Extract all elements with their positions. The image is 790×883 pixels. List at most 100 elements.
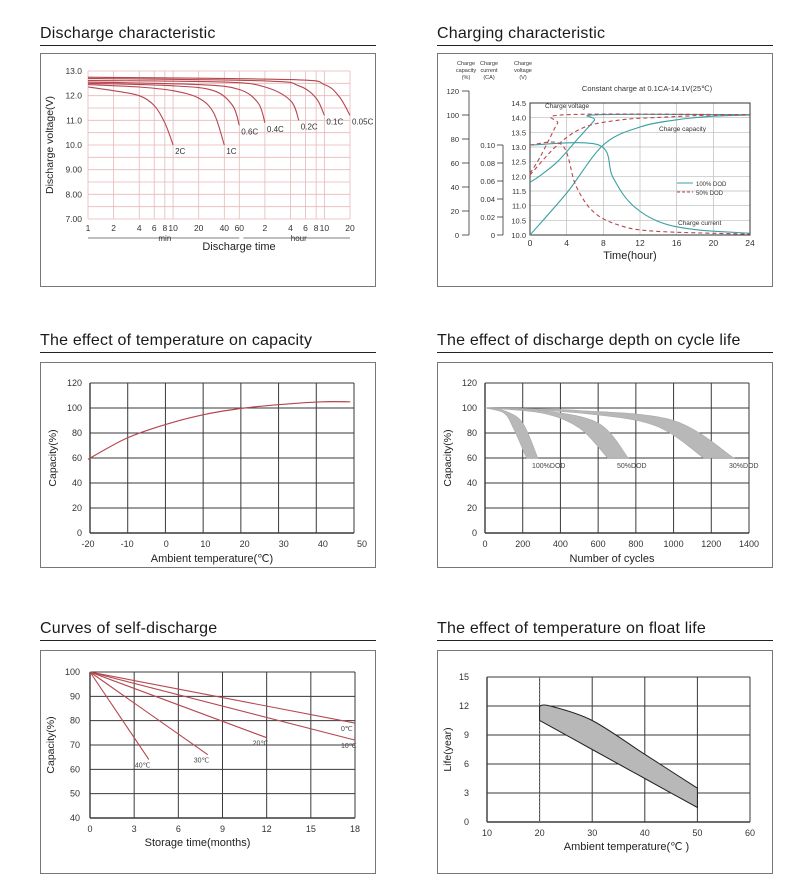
- axis-header: (%): [462, 75, 471, 81]
- current-tick-label: 0.02: [480, 213, 495, 222]
- y-tick-label: 20: [72, 503, 82, 513]
- band-label: 50%DOD: [617, 463, 647, 470]
- series-label: 30℃: [194, 758, 210, 765]
- y-tick-label: 60: [467, 453, 477, 463]
- x-axis-title: Number of cycles: [570, 553, 655, 565]
- current-tick-label: 0: [491, 231, 495, 240]
- curve-label: 1C: [226, 147, 236, 156]
- x-tick-label: 0: [528, 238, 533, 248]
- y-tick-label: 80: [467, 428, 477, 438]
- axis-header: Charge: [457, 61, 475, 67]
- title-underline: [437, 640, 773, 641]
- curve-label-capacity: Charge capacity: [659, 126, 707, 133]
- panel-self-discharge: Curves of self-discharge 0℃ 10℃ 20℃ 30℃ 40℃ 4…: [40, 620, 380, 874]
- x-tick-label: 2: [263, 223, 268, 233]
- x-tick-label: 30: [279, 539, 289, 549]
- voltage-tick-label: 11.0: [512, 202, 526, 211]
- capacity-tick-label: 0: [455, 231, 459, 240]
- y-axis-title: Capacity(%): [45, 716, 57, 773]
- y-tick-label: 11.0: [66, 115, 82, 125]
- title-underline: [40, 45, 376, 46]
- y-tick-label: 120: [67, 378, 82, 388]
- y-tick-label: 80: [72, 428, 82, 438]
- y-tick-label: 0: [77, 528, 82, 538]
- discharge-curve-0.4C: [87, 81, 266, 123]
- y-tick-label: 40: [467, 478, 477, 488]
- charging-curve-capacity: [529, 114, 751, 236]
- band-label: 30%DOD: [729, 463, 759, 470]
- x-axis-title: Ambient temperature(℃ ): [564, 841, 689, 853]
- x-tick-label: 10: [200, 539, 210, 549]
- x-tick-label: 10: [168, 223, 178, 233]
- x-tick-label: 1400: [739, 539, 759, 549]
- panel-title: The effect of discharge depth on cycle l…: [437, 332, 741, 349]
- unit-label-hour: hour: [291, 234, 307, 243]
- x-tick-label: 16: [672, 238, 682, 248]
- y-axis-title: Capacity(%): [442, 429, 454, 486]
- plot-area-border: [529, 102, 751, 236]
- capacity-tick-label: 20: [451, 207, 459, 216]
- chart-frame: [437, 53, 773, 287]
- cycle-band-30%DOD: [484, 407, 735, 459]
- legend-label: 50% DOD: [696, 191, 724, 197]
- y-tick-label: 3: [464, 788, 469, 798]
- voltage-tick-label: 12.5: [511, 158, 526, 167]
- axis-header: capacity: [456, 68, 476, 74]
- x-axis-title: Time(hour): [603, 250, 656, 262]
- x-tick-label: -10: [121, 539, 134, 549]
- x-tick-label: 50: [692, 828, 702, 838]
- band-label: 100%DOD: [532, 463, 565, 470]
- x-tick-label: 3: [132, 824, 137, 834]
- x-axis-title: Storage time(months): [145, 837, 251, 849]
- axis-header: voltage: [514, 68, 532, 74]
- capacity-curve: [87, 400, 351, 460]
- y-tick-label: 60: [72, 453, 82, 463]
- x-tick-label: 6: [176, 824, 181, 834]
- self-discharge-line-20℃: [89, 671, 267, 739]
- x-tick-label: 1000: [664, 539, 684, 549]
- charging-curve-voltage: [529, 113, 751, 174]
- curve-label: 0.05C: [352, 117, 374, 126]
- y-tick-label: 80: [70, 716, 80, 726]
- discharge-curve-1C: [87, 84, 225, 146]
- voltage-tick-label: 13.5: [511, 128, 526, 137]
- chart-annotation: Constant charge at 0.1CA-14.1V(25℃): [582, 84, 713, 93]
- x-tick-label: 2: [111, 223, 116, 233]
- current-tick-label: 0.04: [480, 195, 495, 204]
- axis-header: Charge: [480, 61, 498, 67]
- capacity-tick-label: 80: [451, 135, 459, 144]
- title-underline: [40, 352, 376, 353]
- x-tick-label: 18: [350, 824, 360, 834]
- series-label: 0℃: [341, 726, 353, 733]
- x-tick-label: 12: [262, 824, 272, 834]
- x-tick-label: 0: [87, 824, 92, 834]
- panel-title: Discharge characteristic: [40, 25, 216, 42]
- y-tick-label: 12.0: [65, 91, 82, 101]
- discharge-curve-0.1C: [87, 77, 325, 116]
- y-tick-label: 100: [462, 403, 477, 413]
- temp-capacity-chart: 0 20 40 60 80 100 120 -20 -10 0 10 20 30 40 50 Ambient …: [47, 378, 367, 565]
- chart-frame: [437, 650, 773, 874]
- panel-dod-cycle: The effect of discharge depth on cycle l…: [437, 332, 777, 572]
- x-axis-title: Ambient temperature(℃): [151, 553, 273, 565]
- y-tick-label: 7.00: [65, 214, 82, 224]
- discharge-curve-0.6C: [87, 82, 240, 126]
- series-label: 40℃: [135, 763, 151, 770]
- unit-label-min: min: [158, 234, 171, 243]
- x-tick-label: 24: [745, 238, 755, 248]
- axis-header: (V): [519, 75, 527, 81]
- y-tick-label: 6: [464, 759, 469, 769]
- curve-label: 0.2C: [301, 122, 318, 131]
- axis-header: current: [480, 68, 498, 74]
- self-discharge-line-0℃: [89, 671, 356, 724]
- voltage-tick-label: 11.5: [512, 187, 526, 196]
- capacity-tick-label: 40: [451, 183, 459, 192]
- x-tick-label: 9: [220, 824, 225, 834]
- y-tick-label: 12: [459, 701, 469, 711]
- capacity-tick-label: 60: [451, 159, 459, 168]
- x-tick-label: 0: [482, 539, 487, 549]
- y-axis-title: Capacity(%): [47, 429, 59, 486]
- x-tick-label: 400: [553, 539, 568, 549]
- x-tick-label: 40: [318, 539, 328, 549]
